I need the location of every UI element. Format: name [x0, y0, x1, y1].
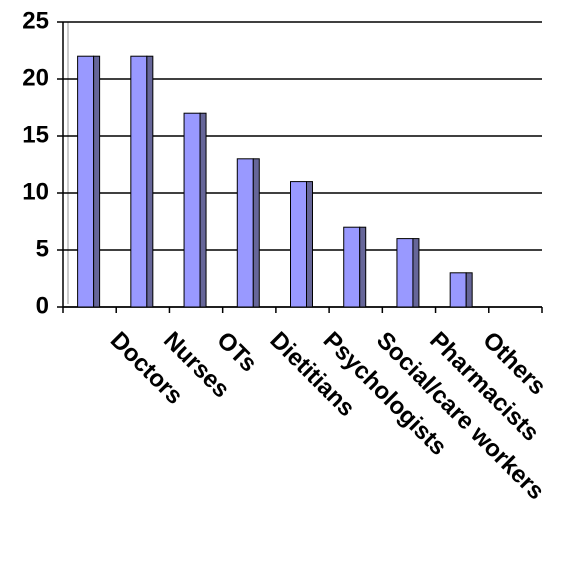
bar — [343, 226, 367, 308]
bar — [290, 181, 313, 308]
bar — [396, 238, 420, 308]
y-tick-label: 20 — [22, 64, 49, 91]
y-tick-label: 25 — [22, 7, 49, 34]
y-tick-label: 15 — [22, 121, 49, 148]
bar — [183, 112, 207, 308]
bar — [77, 55, 101, 308]
y-tick-label: 5 — [36, 235, 49, 262]
bar — [130, 55, 154, 308]
bar — [236, 158, 260, 308]
y-tick-label: 0 — [36, 292, 49, 319]
bar — [449, 272, 473, 308]
y-tick-label: 10 — [22, 178, 49, 205]
